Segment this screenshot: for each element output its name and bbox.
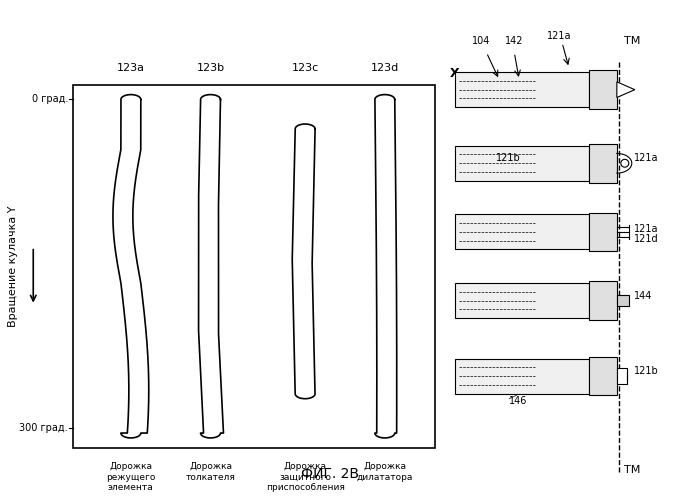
- Text: 121b: 121b: [634, 366, 658, 376]
- Text: Дорожка
толкателя: Дорожка толкателя: [185, 462, 235, 482]
- Bar: [617, 368, 627, 384]
- Text: 142: 142: [505, 36, 524, 46]
- Circle shape: [621, 160, 629, 167]
- Text: 123d: 123d: [371, 63, 399, 73]
- Text: 104: 104: [472, 36, 491, 46]
- Text: 123a: 123a: [117, 63, 145, 73]
- Text: Дорожка
режущего
элемента: Дорожка режущего элемента: [106, 462, 156, 492]
- Bar: [73, 85, 435, 448]
- Bar: [589, 357, 617, 396]
- Text: Дорожка
дилататора: Дорожка дилататора: [357, 462, 413, 482]
- Text: 121b: 121b: [496, 154, 521, 164]
- Text: Вращение кулачка Y: Вращение кулачка Y: [8, 206, 18, 327]
- Polygon shape: [617, 82, 635, 98]
- Bar: [454, 358, 589, 394]
- Bar: [589, 282, 617, 320]
- Text: 146: 146: [510, 396, 528, 406]
- Bar: [454, 146, 589, 181]
- Text: ТМ: ТМ: [624, 466, 640, 475]
- Bar: [589, 70, 617, 109]
- Text: 300 град.: 300 град.: [20, 423, 68, 433]
- Text: 0 град.: 0 град.: [32, 94, 68, 104]
- Bar: [454, 283, 589, 318]
- Text: X: X: [450, 67, 459, 80]
- Text: ТМ: ТМ: [624, 36, 640, 46]
- Text: 121a: 121a: [634, 154, 658, 164]
- Bar: [454, 72, 589, 107]
- Text: ФИГ. 2В: ФИГ. 2В: [301, 468, 359, 481]
- Bar: [454, 214, 589, 250]
- Text: 123b: 123b: [196, 63, 224, 73]
- Text: Дорожка
защитного
приспособления: Дорожка защитного приспособления: [266, 462, 344, 492]
- Bar: [589, 212, 617, 251]
- Text: 121d: 121d: [634, 234, 658, 244]
- Bar: [617, 294, 629, 306]
- Bar: [589, 144, 617, 182]
- Text: 121a: 121a: [634, 224, 658, 234]
- Text: 121a: 121a: [547, 30, 572, 40]
- Text: 123c: 123c: [292, 63, 319, 73]
- Text: 144: 144: [634, 290, 652, 300]
